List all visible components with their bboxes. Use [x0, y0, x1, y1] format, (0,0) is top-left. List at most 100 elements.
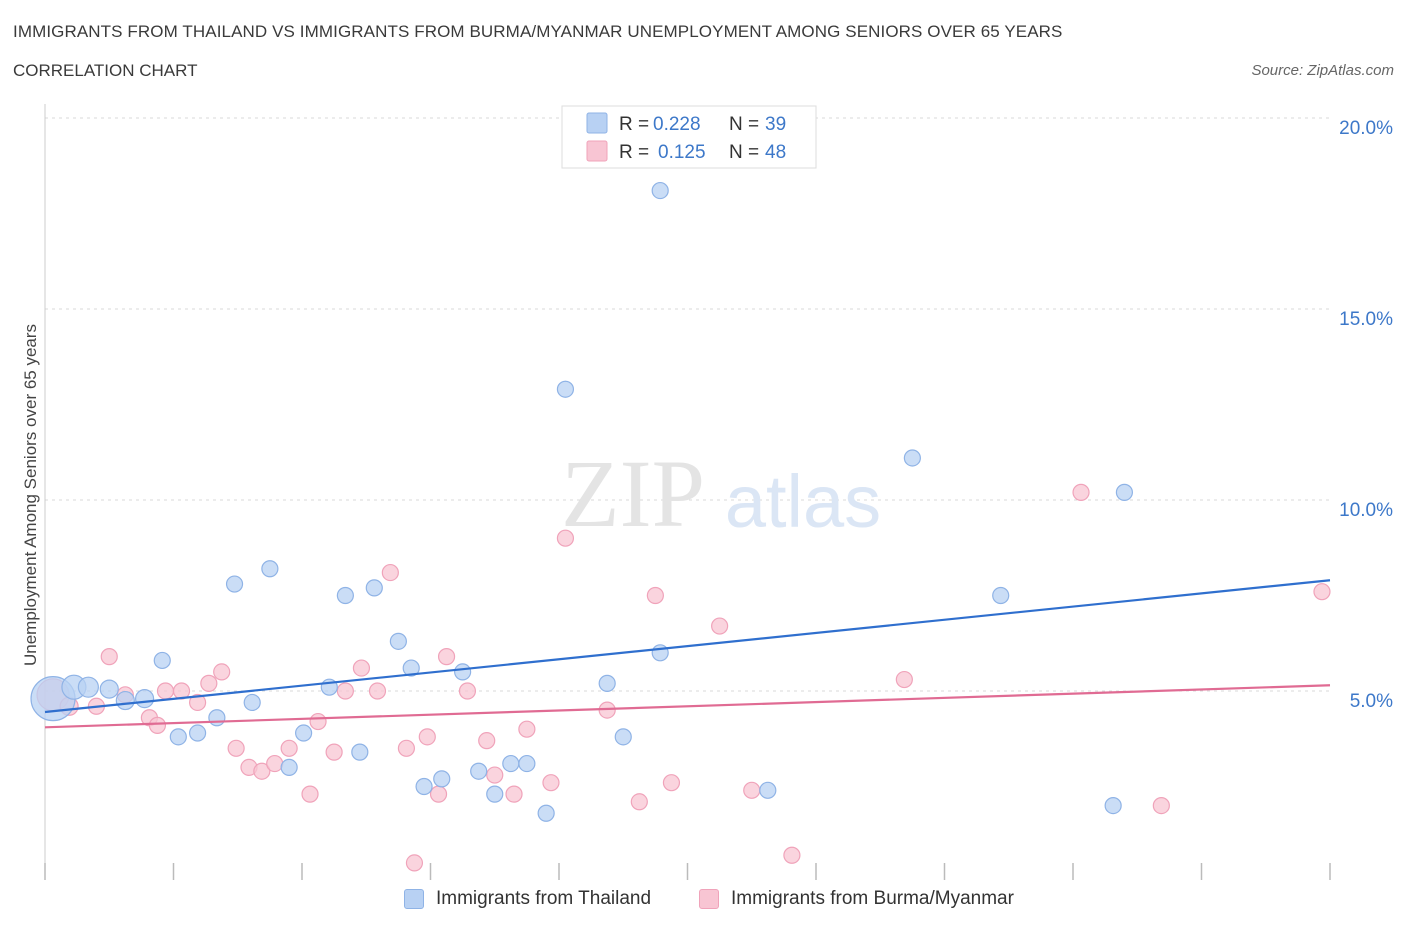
burma-point	[301, 785, 319, 803]
legend-item-thailand[interactable]: Immigrants from Thailand	[404, 888, 651, 910]
watermark-atlas: atlas	[725, 460, 881, 543]
burma-point	[213, 663, 231, 681]
y-tick-labels: 5.0% 10.0% 15.0% 20.0%	[1339, 118, 1393, 712]
burma-point	[743, 781, 761, 799]
burma-point	[478, 732, 496, 750]
stats-legend: R = 0.228 N = 39 R = 0.125 N = 48	[561, 105, 817, 169]
stats-legend-swatch-burma	[586, 140, 608, 162]
burma-point	[148, 716, 167, 734]
thailand-point	[502, 754, 520, 773]
thailand-point	[454, 663, 472, 681]
thailand-point	[486, 785, 504, 803]
gridlines	[45, 117, 1330, 692]
legend-swatch-burma	[699, 889, 719, 909]
burma-point	[630, 793, 648, 811]
burma-point	[352, 659, 371, 677]
thailand-point	[614, 728, 632, 746]
thailand-point	[336, 586, 354, 605]
burma-point	[418, 728, 436, 746]
burma-point	[381, 563, 399, 582]
burma-point	[429, 785, 448, 803]
burma-point	[200, 674, 218, 692]
burma-point	[325, 743, 343, 761]
thailand-point	[651, 181, 669, 200]
legend-item-burma[interactable]: Immigrants from Burma/Myanmar	[699, 888, 1014, 910]
burma-point	[1072, 483, 1090, 501]
legend-n-label-2: N =	[729, 142, 764, 163]
legend-r-value-1: 0.228	[653, 114, 701, 135]
burma-point	[505, 785, 523, 803]
burma-trend-line	[44, 684, 1331, 729]
series-thailand-points	[30, 181, 1134, 822]
thailand-point	[115, 690, 135, 711]
thailand-point	[365, 579, 383, 597]
burma-point	[1152, 796, 1170, 815]
stats-legend-swatch-thailand	[586, 112, 608, 134]
burma-point	[156, 682, 175, 700]
thailand-point	[402, 659, 420, 677]
thailand-point	[415, 777, 433, 796]
thailand-point	[903, 449, 921, 467]
burma-point	[253, 762, 271, 780]
y-axis-label: Unemployment Among Seniors over 65 years	[21, 324, 40, 666]
burma-point	[711, 617, 729, 635]
thailand-point	[389, 632, 407, 650]
burma-point	[227, 739, 245, 757]
thailand-point	[598, 674, 616, 692]
chart-subtitle: CORRELATION CHART	[13, 61, 198, 80]
axes	[44, 104, 1331, 880]
burma-point	[336, 682, 354, 700]
thailand-trend-line	[44, 579, 1331, 714]
watermark-zip: ZIP	[561, 440, 705, 547]
burma-point	[100, 648, 118, 666]
thailand-point	[77, 676, 99, 698]
thailand-point	[433, 770, 451, 788]
thailand-point	[295, 724, 313, 742]
chart-title: IMMIGRANTS FROM THAILAND VS IMMIGRANTS F…	[13, 22, 1063, 41]
burma-point	[486, 766, 504, 784]
burma-point	[556, 529, 575, 547]
y-tick-label: 10.0%	[1339, 500, 1393, 521]
burma-point	[1313, 583, 1331, 601]
burma-point	[188, 693, 207, 712]
legend-r-value-2: 0.125	[658, 142, 706, 163]
burma-point	[895, 670, 913, 689]
thailand-point	[1115, 483, 1134, 501]
burma-point	[368, 682, 387, 700]
burma-point	[280, 739, 298, 757]
trend-lines	[44, 579, 1331, 729]
watermark: ZIP atlas	[561, 440, 881, 547]
legend-label-burma: Immigrants from Burma/Myanmar	[731, 888, 1014, 909]
series-legend: Immigrants from Thailand Immigrants from…	[0, 888, 1406, 916]
thailand-point	[351, 743, 369, 761]
burma-point	[518, 720, 536, 738]
thailand-point	[556, 380, 575, 398]
scatter-chart: ZIP atlas 5.0%10.0%15.0%20.0% 0.0%8.0% U…	[21, 104, 1393, 880]
thailand-point	[518, 754, 536, 773]
legend-n-value-1: 39	[765, 114, 786, 135]
thailand-point	[1104, 796, 1122, 815]
legend-swatch-thailand	[404, 889, 424, 909]
burma-point	[309, 712, 327, 731]
thailand-point	[208, 709, 226, 727]
thailand-point	[280, 758, 298, 777]
burma-point	[783, 846, 801, 864]
source-label: Source: ZipAtlas.com	[1251, 62, 1394, 79]
thailand-point	[153, 651, 171, 670]
thailand-point	[243, 693, 261, 712]
burma-point	[646, 586, 664, 605]
thailand-point	[134, 689, 155, 709]
thailand-point	[992, 586, 1010, 605]
legend-n-value-2: 48	[765, 142, 786, 163]
burma-point	[266, 754, 284, 773]
thailand-point	[470, 762, 488, 780]
burma-point	[542, 774, 560, 792]
burma-point	[458, 682, 477, 700]
legend-r-label-2: R =	[619, 142, 654, 163]
burma-point	[437, 648, 456, 666]
thailand-point	[169, 728, 187, 746]
thailand-point	[225, 575, 244, 593]
y-tick-label: 15.0%	[1339, 309, 1393, 330]
burma-point	[405, 854, 424, 872]
legend-label-thailand: Immigrants from Thailand	[436, 888, 652, 909]
